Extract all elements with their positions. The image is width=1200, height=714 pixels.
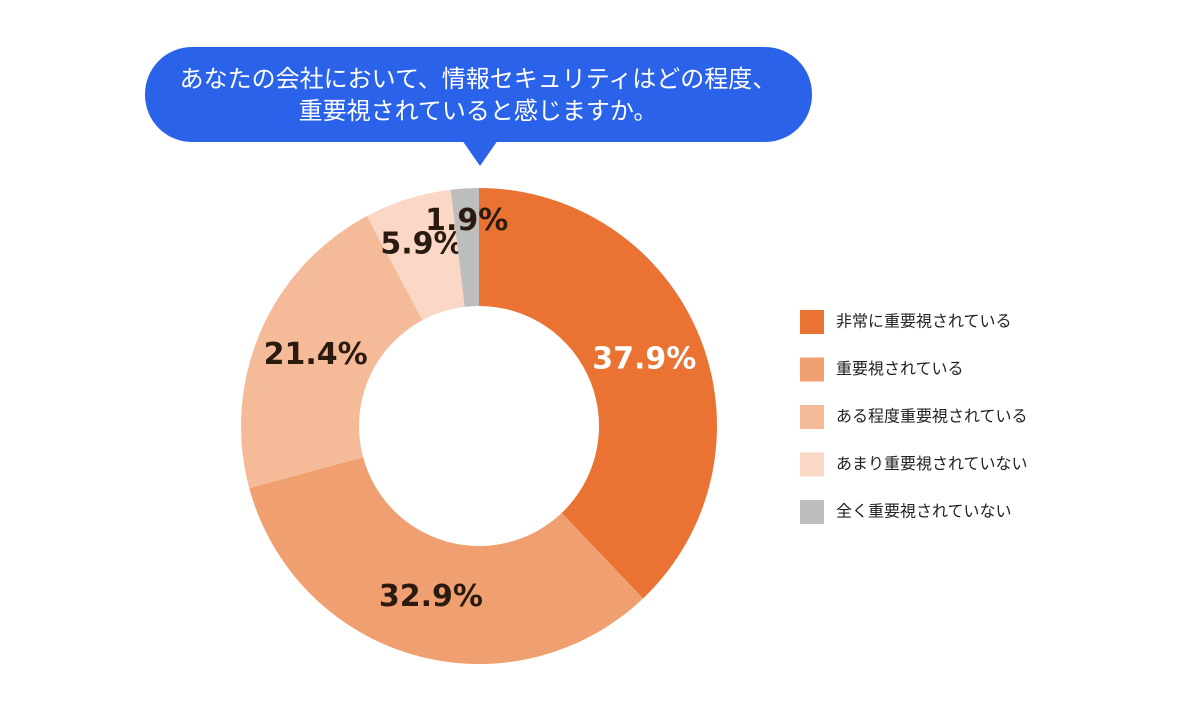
legend-swatch <box>800 405 824 429</box>
chart-title: 重要視されていると感じますか。 <box>299 97 658 125</box>
value-label: 37.9% <box>592 341 696 376</box>
bubble <box>145 47 812 142</box>
bubble-pointer <box>462 140 498 166</box>
legend-swatch <box>800 357 824 382</box>
legend-label: 非常に重要視されている <box>836 312 1012 331</box>
title-bubble <box>145 47 812 166</box>
donut-slice <box>479 188 717 599</box>
legend-label: 重要視されている <box>836 359 964 378</box>
value-label: 32.9% <box>379 579 483 614</box>
chart-title: あなたの会社において、情報セキュリティはどの程度、 <box>180 65 777 93</box>
legend-swatch <box>800 500 824 524</box>
donut-slice <box>241 216 423 489</box>
donut-slice <box>249 457 644 664</box>
legend-label: ある程度重要視されている <box>836 407 1028 426</box>
legend-swatch <box>800 310 824 334</box>
donut-slice <box>366 189 465 321</box>
value-label: 1.9% <box>425 203 508 238</box>
legend-swatch <box>800 452 824 477</box>
value-label: 5.9% <box>380 226 463 261</box>
legend-label: あまり重要視されていない <box>836 454 1028 473</box>
legend-label: 全く重要視されていない <box>836 502 1012 521</box>
donut-slice <box>450 188 479 307</box>
value-label: 21.4% <box>264 337 368 372</box>
